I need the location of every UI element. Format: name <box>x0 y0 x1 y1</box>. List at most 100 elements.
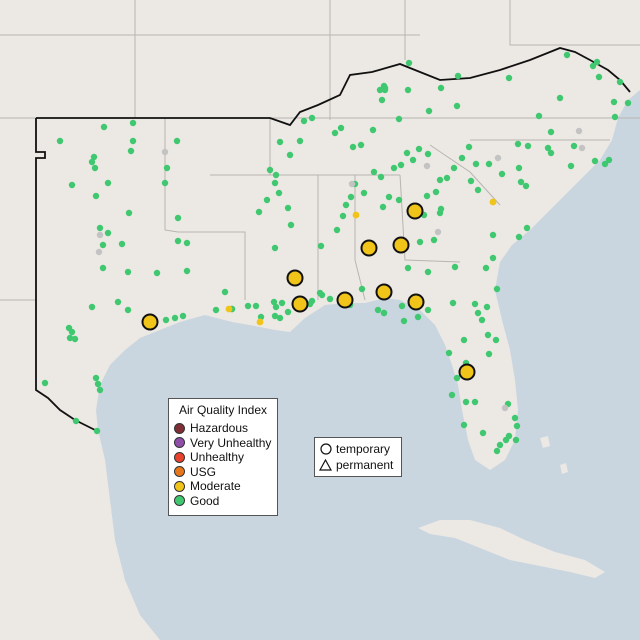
good-monitor[interactable] <box>129 137 137 145</box>
good-monitor[interactable] <box>370 168 378 176</box>
good-monitor[interactable] <box>544 144 552 152</box>
good-monitor[interactable] <box>255 208 263 216</box>
good-monitor[interactable] <box>472 160 480 168</box>
good-monitor[interactable] <box>284 308 292 316</box>
nodata-monitor[interactable] <box>348 180 356 188</box>
good-monitor[interactable] <box>93 427 101 435</box>
good-monitor[interactable] <box>179 312 187 320</box>
good-monitor[interactable] <box>443 174 451 182</box>
good-monitor[interactable] <box>467 177 475 185</box>
good-monitor[interactable] <box>296 137 304 145</box>
nodata-monitor[interactable] <box>434 228 442 236</box>
moderate-monitor[interactable] <box>352 211 360 219</box>
good-monitor[interactable] <box>445 349 453 357</box>
good-monitor[interactable] <box>360 189 368 197</box>
good-monitor[interactable] <box>425 107 433 115</box>
good-monitor[interactable] <box>333 226 341 234</box>
good-monitor[interactable] <box>378 96 386 104</box>
good-monitor-markers[interactable] <box>41 51 632 455</box>
good-monitor[interactable] <box>337 124 345 132</box>
good-monitor[interactable] <box>183 239 191 247</box>
moderate-temporary-monitor[interactable] <box>360 239 378 257</box>
good-monitor[interactable] <box>118 240 126 248</box>
moderate-temporary-monitor[interactable] <box>458 363 476 381</box>
good-monitor[interactable] <box>326 295 334 303</box>
good-monitor[interactable] <box>479 429 487 437</box>
good-monitor[interactable] <box>275 189 283 197</box>
good-monitor[interactable] <box>183 267 191 275</box>
good-monitor[interactable] <box>161 179 169 187</box>
good-monitor[interactable] <box>90 153 98 161</box>
good-monitor[interactable] <box>403 149 411 157</box>
good-monitor[interactable] <box>395 196 403 204</box>
nodata-monitor[interactable] <box>95 248 103 256</box>
good-monitor[interactable] <box>489 231 497 239</box>
good-monitor[interactable] <box>404 264 412 272</box>
good-monitor[interactable] <box>276 314 284 322</box>
good-monitor[interactable] <box>502 436 510 444</box>
good-monitor[interactable] <box>405 59 413 67</box>
good-monitor[interactable] <box>66 334 74 342</box>
good-monitor[interactable] <box>163 164 171 172</box>
good-monitor[interactable] <box>129 119 137 127</box>
good-monitor[interactable] <box>125 209 133 217</box>
good-monitor[interactable] <box>415 145 423 153</box>
nodata-monitor[interactable] <box>575 127 583 135</box>
good-monitor[interactable] <box>96 224 104 232</box>
good-monitor[interactable] <box>374 306 382 314</box>
good-monitor[interactable] <box>91 164 99 172</box>
good-monitor[interactable] <box>317 242 325 250</box>
good-monitor[interactable] <box>271 312 279 320</box>
good-monitor[interactable] <box>212 306 220 314</box>
good-monitor[interactable] <box>96 386 104 394</box>
good-monitor[interactable] <box>41 379 49 387</box>
good-monitor[interactable] <box>342 201 350 209</box>
good-monitor[interactable] <box>424 306 432 314</box>
nodata-monitor[interactable] <box>423 162 431 170</box>
good-monitor[interactable] <box>221 288 229 296</box>
good-monitor[interactable] <box>271 244 279 252</box>
good-monitor[interactable] <box>300 117 308 125</box>
good-monitor[interactable] <box>171 314 179 322</box>
good-monitor[interactable] <box>482 264 490 272</box>
good-monitor[interactable] <box>450 164 458 172</box>
good-monitor[interactable] <box>88 158 96 166</box>
good-monitor[interactable] <box>478 316 486 324</box>
good-monitor[interactable] <box>104 179 112 187</box>
good-monitor[interactable] <box>483 303 491 311</box>
good-monitor[interactable] <box>409 156 417 164</box>
good-monitor[interactable] <box>381 86 389 94</box>
moderate-small-markers[interactable] <box>225 198 497 326</box>
good-monitor[interactable] <box>547 149 555 157</box>
good-monitor[interactable] <box>376 86 384 94</box>
good-monitor[interactable] <box>460 421 468 429</box>
good-monitor[interactable] <box>611 113 619 121</box>
good-monitor[interactable] <box>349 143 357 151</box>
good-monitor[interactable] <box>99 241 107 249</box>
good-monitor[interactable] <box>369 126 377 134</box>
good-monitor[interactable] <box>306 300 314 308</box>
good-monitor[interactable] <box>601 160 609 168</box>
good-monitor[interactable] <box>395 115 403 123</box>
good-monitor[interactable] <box>174 237 182 245</box>
good-monitor[interactable] <box>266 166 274 174</box>
nodata-monitor-markers[interactable] <box>95 127 586 412</box>
good-monitor[interactable] <box>276 138 284 146</box>
good-monitor[interactable] <box>570 142 578 150</box>
good-monitor[interactable] <box>263 196 271 204</box>
good-monitor[interactable] <box>485 350 493 358</box>
good-monitor[interactable] <box>114 298 122 306</box>
good-monitor[interactable] <box>567 162 575 170</box>
good-monitor[interactable] <box>451 263 459 271</box>
good-monitor[interactable] <box>513 422 521 430</box>
good-monitor[interactable] <box>489 254 497 262</box>
good-monitor[interactable] <box>423 192 431 200</box>
good-monitor[interactable] <box>453 102 461 110</box>
good-monitor[interactable] <box>271 179 279 187</box>
good-monitor[interactable] <box>515 233 523 241</box>
good-monitor[interactable] <box>505 74 513 82</box>
good-monitor[interactable] <box>492 336 500 344</box>
good-monitor[interactable] <box>398 302 406 310</box>
good-monitor[interactable] <box>68 328 76 336</box>
